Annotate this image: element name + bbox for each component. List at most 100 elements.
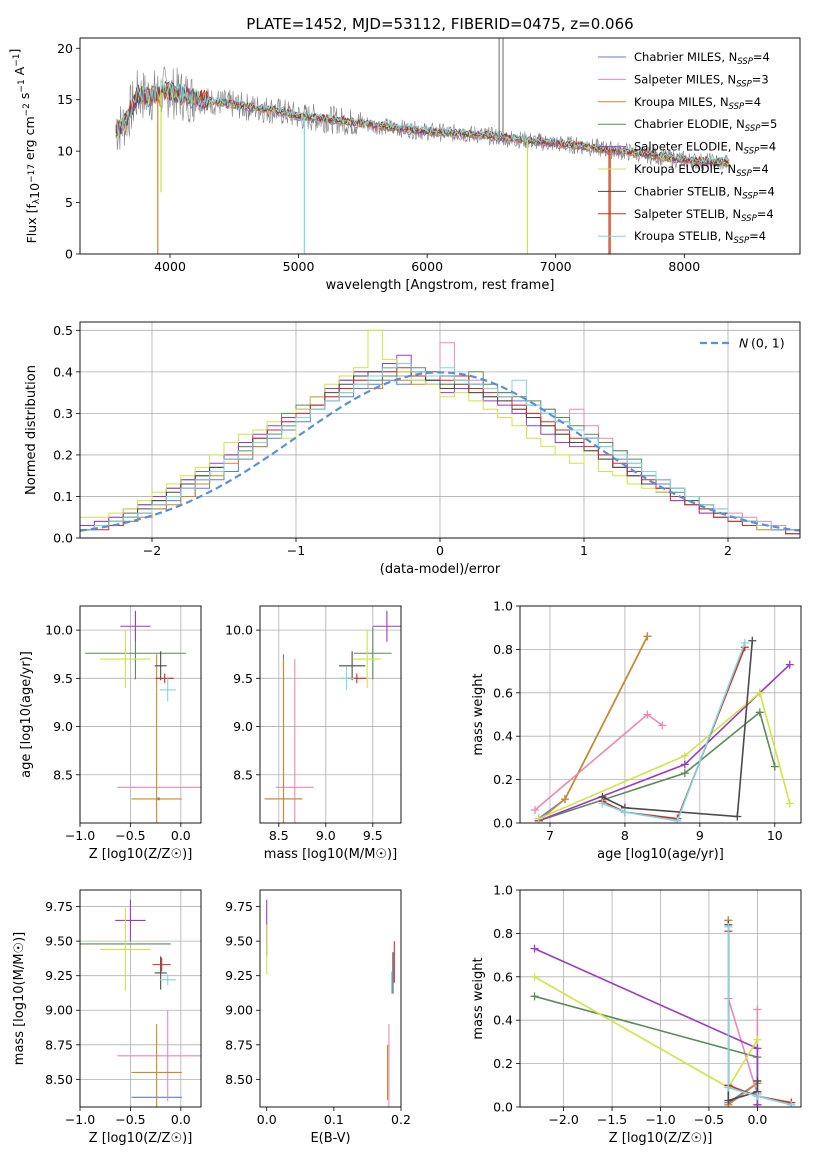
errorbar-c_elodie <box>354 627 392 680</box>
figure-title: PLATE=1452, MJD=53112, FIBERID=0475, z=0… <box>246 15 633 33</box>
weight-marker <box>753 1076 762 1085</box>
weight-series-k_elodie <box>530 972 762 1092</box>
legend-label-part: =4 <box>758 184 775 198</box>
y-tick-label: 8.75 <box>225 1037 253 1052</box>
y-tick-label: 1.0 <box>493 883 513 898</box>
weight-marker <box>785 660 794 669</box>
x-tick-label: 10 <box>767 828 783 843</box>
y-axis-label: Normed distribution <box>24 365 39 495</box>
panel-weight_vs_Z: −2.0 −1.5 −1.0 −0.5 0.0 0.0 0.2 0.4 0.6 0.8 1.0 Z [… <box>471 883 802 1146</box>
weight-series-c_miles <box>534 632 652 823</box>
legend-label-part: =5 <box>760 117 777 131</box>
y-tick-label: 9.75 <box>45 899 73 914</box>
y-tick-label: 9.0 <box>53 719 73 734</box>
weight-line <box>602 642 746 822</box>
legend-label-part: Chabrier ELODIE, N <box>634 117 745 131</box>
plot-area-weight_vs_Z <box>530 916 796 1107</box>
legend-label-part: SSP <box>729 102 745 112</box>
weight-series-s_stelib <box>724 927 796 1107</box>
y-axis-label-part: λ <box>32 198 42 204</box>
legend-label-part: SSP <box>742 191 758 201</box>
errorbar-s_stelib <box>155 673 174 684</box>
weight-marker <box>753 1092 762 1101</box>
legend-label-part: SSP <box>744 147 760 157</box>
legend-label-part: Chabrier MILES, N <box>634 50 737 64</box>
weight-marker <box>620 808 629 817</box>
x-tick-label: −2.0 <box>548 1112 578 1127</box>
y-tick-label: 0.2 <box>493 1056 513 1071</box>
weight-series-c_miles <box>724 916 762 1107</box>
x-axis-label: wavelength [Angstrom, rest frame] <box>326 278 555 293</box>
y-tick-label: 9.75 <box>225 899 253 914</box>
y-axis-label-part: erg cm <box>22 116 37 164</box>
y-tick-label: 9.25 <box>225 968 253 983</box>
y-tick-label: 8.5 <box>53 767 73 782</box>
weight-marker <box>560 795 569 804</box>
weight-line <box>534 713 663 811</box>
x-tick-label: 6000 <box>411 259 443 274</box>
x-tick-label: 1 <box>580 543 588 558</box>
legend-label: Salpeter STELIB, NSSP=4 <box>634 207 774 224</box>
plot-area-age_vs_Z <box>85 610 201 823</box>
legend-label: N <box>739 336 749 351</box>
weight-series-c_stelib <box>724 920 762 1105</box>
y-tick-label: 10 <box>57 144 73 159</box>
plot-area-mass_vs_ebv <box>266 899 395 1107</box>
y-axis-label-part: s <box>17 93 32 104</box>
y-tick-label: 9.0 <box>233 719 253 734</box>
plot-area-mass_vs_Z <box>80 899 201 1107</box>
weight-series-s_elodie <box>534 660 794 823</box>
y-tick-label: 0.2 <box>53 447 73 462</box>
x-tick-label: 9.0 <box>316 828 336 843</box>
weight-line <box>538 710 776 822</box>
errorbar-k_stelib <box>338 666 354 690</box>
x-tick-label: 5000 <box>283 259 315 274</box>
x-tick-label: 0.0 <box>171 1112 191 1127</box>
y-tick-label: 10.0 <box>225 623 253 638</box>
residual-histogram-k_stelib <box>80 363 800 531</box>
errorbar-s_elodie <box>120 610 151 642</box>
legend-label-part: =4 <box>759 140 776 154</box>
weight-marker <box>680 751 689 760</box>
legend-label: Kroupa MILES, NSSP=4 <box>634 95 761 112</box>
y-tick-label: 0.0 <box>53 531 73 546</box>
weight-marker <box>753 1005 762 1014</box>
weight-marker <box>724 922 733 931</box>
y-axis-label-part: −17 <box>27 164 37 183</box>
axes-frame <box>79 605 202 824</box>
errorbar-s_miles <box>275 659 314 823</box>
x-axis-label: Z [log10(Z/Z☉)] <box>609 1131 713 1146</box>
y-axis-label-part: −1 <box>12 54 22 67</box>
x-tick-label: 0 <box>436 543 444 558</box>
y-tick-label: 10.0 <box>45 623 73 638</box>
x-tick-label: −1.0 <box>65 828 95 843</box>
legend-label-part: SSP <box>736 169 752 179</box>
weight-marker <box>658 721 667 730</box>
errorbar-s_elodie <box>115 899 146 942</box>
y-axis-label: age [log10(age/yr)] <box>19 651 34 778</box>
x-axis-label: (data-model)/error <box>380 562 501 577</box>
errorbar-k_elodie <box>100 907 151 991</box>
x-axis-label: Z [log10(Z/Z☉)] <box>89 847 193 862</box>
y-tick-label: 8.75 <box>45 1037 73 1052</box>
errorbar-s_miles <box>117 1010 201 1102</box>
axes-frame <box>519 889 802 1108</box>
y-tick-label: 9.50 <box>45 934 73 949</box>
y-tick-label: 9.50 <box>225 934 253 949</box>
y-axis-label: mass weight <box>471 957 486 1039</box>
weight-marker <box>534 814 543 823</box>
legend-label-part: Salpeter MILES, N <box>634 72 736 86</box>
panel-age_vs_Z: −1.0 −0.5 0.0 8.5 9.0 9.5 10.0 Z [log10(Z/Z☉)] a… <box>19 605 202 862</box>
weight-marker <box>753 1100 762 1107</box>
y-tick-label: 5 <box>65 195 73 210</box>
plot-area-age_vs_mass <box>264 610 401 823</box>
legend-label-part: =4 <box>749 229 766 243</box>
panel-spectrum: 4000 5000 6000 7000 8000 0 5 10 15 20 wavelength [… <box>7 37 801 293</box>
legend-label-part: =4 <box>744 95 761 109</box>
x-axis-label: mass [log10(M/M☉)] <box>264 847 397 862</box>
weight-marker <box>530 992 539 1001</box>
legend-label-part: =4 <box>757 207 774 221</box>
weight-marker <box>530 972 539 981</box>
weight-series-k_stelib <box>724 922 796 1107</box>
y-tick-label: 9.5 <box>233 671 253 686</box>
